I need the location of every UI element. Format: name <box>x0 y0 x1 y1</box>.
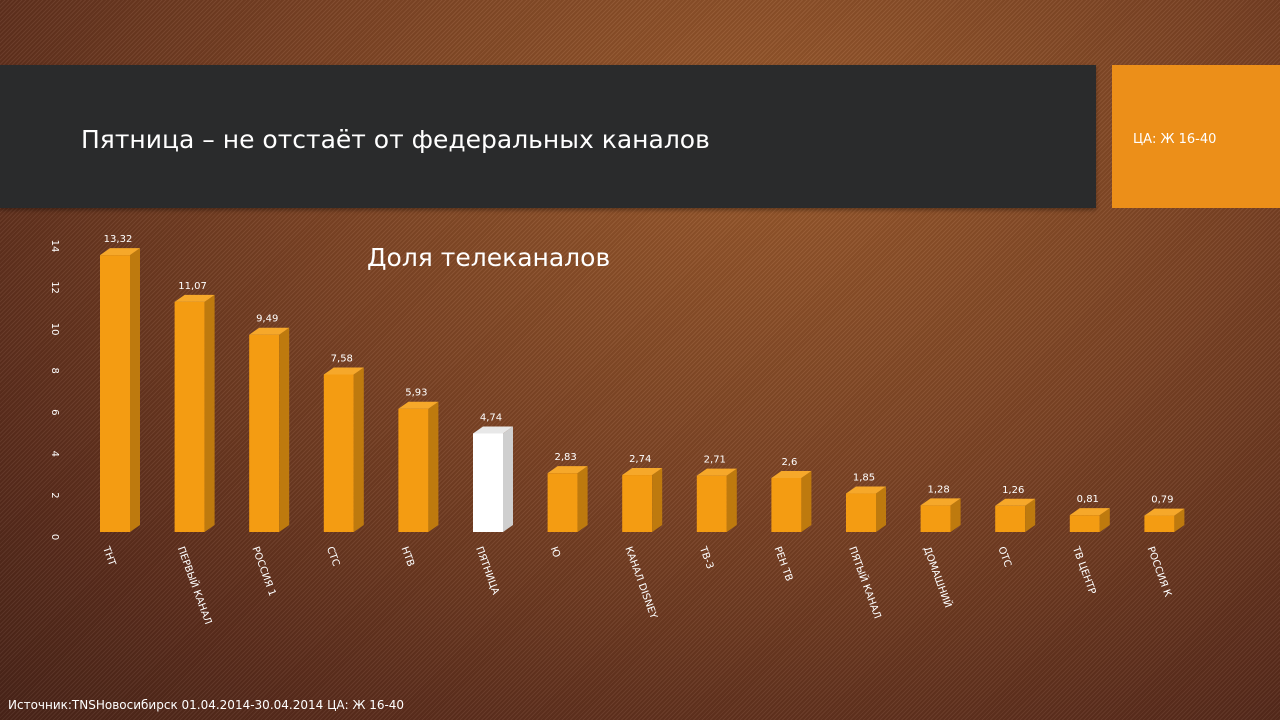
bar-top <box>920 498 961 506</box>
bar-top <box>473 426 513 434</box>
page-title: Пятница – не отстаёт от федеральных кана… <box>81 125 710 154</box>
bar-side <box>130 248 140 533</box>
bar-top <box>398 401 439 409</box>
bar <box>920 505 951 532</box>
y-tick-label: 8 <box>49 368 60 374</box>
y-tick-label: 10 <box>49 323 60 336</box>
bar-side <box>876 486 886 532</box>
bar-top <box>100 248 140 256</box>
bar <box>622 475 653 532</box>
data-label: 0,81 <box>1077 494 1099 505</box>
data-label: 2,71 <box>704 455 726 466</box>
bar-top <box>622 468 663 476</box>
category-label: СТС <box>324 545 341 568</box>
bar-top <box>1144 508 1185 516</box>
bar-top <box>323 367 364 375</box>
category-label: ПЯТЫЙ КАНАЛ <box>846 545 884 621</box>
data-label: 1,28 <box>927 484 949 495</box>
bar-side <box>428 401 439 532</box>
data-label: 7,58 <box>331 353 353 364</box>
y-tick-label: 4 <box>49 451 60 457</box>
bar-side <box>279 327 290 532</box>
bar-side <box>1099 508 1110 532</box>
bar <box>846 493 876 532</box>
bar-top <box>771 470 812 478</box>
data-label: 1,85 <box>853 473 875 484</box>
bar <box>100 255 130 533</box>
category-label: РОССИЯ К <box>1145 545 1173 598</box>
category-label: РЕН ТВ <box>772 545 795 583</box>
bar <box>398 408 429 532</box>
source-note: Источник:TNSНовосибирск 01.04.2014-30.04… <box>8 698 405 712</box>
bar-side <box>353 367 364 532</box>
audience-label: ЦА: Ж 16-40 <box>1133 132 1217 147</box>
bar <box>473 433 503 532</box>
bar <box>1144 515 1175 532</box>
category-label: ПЕРВЫЙ КАНАЛ <box>175 545 215 627</box>
data-label: 4,74 <box>480 412 502 423</box>
category-label: Ю <box>548 545 562 559</box>
y-tick-label: 12 <box>49 281 60 294</box>
category-label: ТВ-3 <box>697 544 716 570</box>
bar <box>696 475 727 532</box>
bar <box>249 334 280 532</box>
bar-side <box>1025 498 1036 532</box>
bar-side <box>577 466 588 532</box>
category-label: РОССИЯ 1 <box>249 545 277 597</box>
bar-side <box>726 468 737 532</box>
category-label: ОТС <box>995 545 1013 568</box>
bar <box>771 477 802 532</box>
y-tick-label: 14 <box>49 240 60 253</box>
y-tick-label: 2 <box>49 492 60 498</box>
bar-top <box>995 498 1036 506</box>
data-label: 9,49 <box>256 314 278 325</box>
category-label: НТВ <box>399 545 416 568</box>
bar-top <box>1069 508 1110 516</box>
bar-side <box>204 294 215 532</box>
bar-side <box>1174 508 1185 532</box>
data-label: 1,26 <box>1002 485 1024 496</box>
chart-title: Доля телеканалов <box>367 243 611 272</box>
data-label: 2,74 <box>629 454 651 465</box>
data-label: 2,6 <box>781 457 797 468</box>
bar <box>1069 515 1100 532</box>
bar-top <box>696 468 737 476</box>
data-label: 13,32 <box>104 234 133 245</box>
category-label: ДОМАШНИЙ <box>921 545 955 610</box>
bar-top <box>174 294 215 302</box>
audience-box <box>1112 65 1280 208</box>
bar <box>547 473 578 532</box>
y-tick-label: 6 <box>49 409 60 415</box>
bar <box>995 505 1026 532</box>
bar-top <box>846 486 886 494</box>
data-label: 0,79 <box>1151 495 1173 506</box>
bar-side <box>652 468 663 532</box>
category-label: ТНТ <box>100 544 118 568</box>
bar-side <box>950 498 961 532</box>
category-label: КАНАЛ DISNEY <box>622 545 659 621</box>
bar-top <box>547 466 588 474</box>
category-label: ПЯТНИЦА <box>473 545 501 596</box>
bar <box>174 301 205 532</box>
data-label: 5,93 <box>405 388 427 399</box>
data-label: 11,07 <box>178 281 207 292</box>
bar-side <box>801 470 812 532</box>
y-tick-label: 0 <box>49 534 60 540</box>
bar <box>323 374 354 532</box>
data-label: 2,83 <box>554 452 576 463</box>
bar-top <box>249 327 290 335</box>
category-label: ТВ ЦЕНТР <box>1070 544 1098 596</box>
bar-side <box>503 426 513 532</box>
title-bar <box>0 65 1096 208</box>
